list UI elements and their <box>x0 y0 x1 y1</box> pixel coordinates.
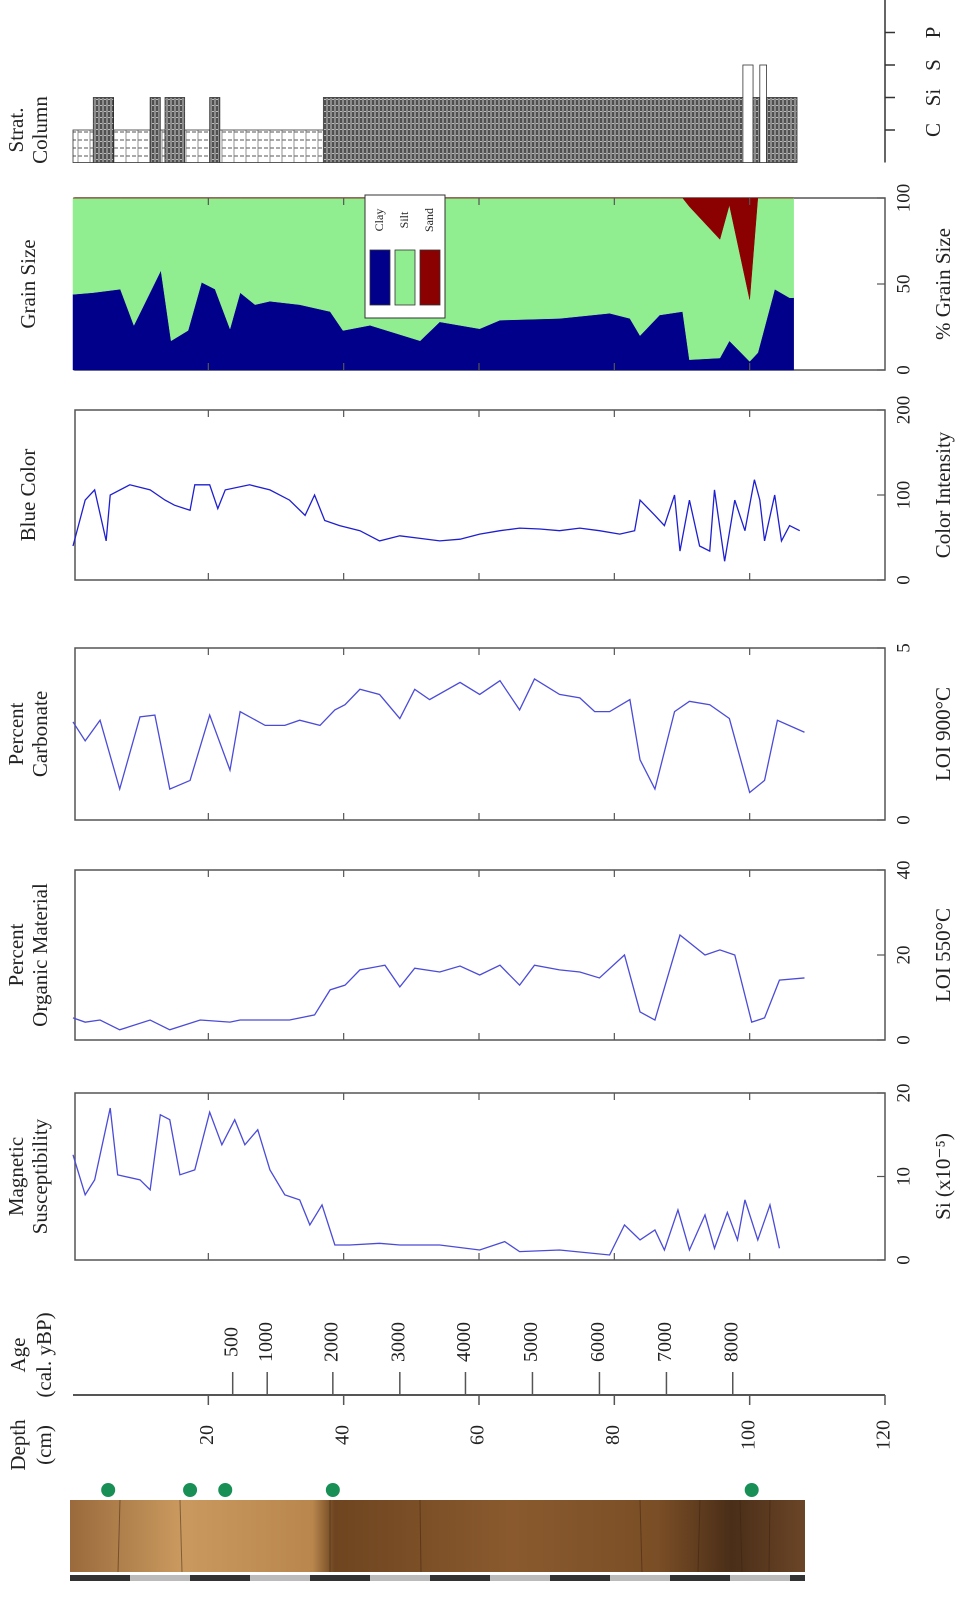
y-tick-label: 10 <box>893 1167 914 1186</box>
y-tick-label: S <box>921 59 945 71</box>
data-line <box>72 678 805 794</box>
y-tick-label: 200 <box>893 396 914 425</box>
y-axis-label: LOI 550°C <box>931 908 955 1002</box>
area-2 <box>73 197 794 300</box>
y-tick-label: 0 <box>893 1035 914 1045</box>
depth-axis-title: Depth <box>6 1419 30 1471</box>
dated-sample <box>325 1483 340 1497</box>
data-line <box>72 933 805 1031</box>
legend-label: Sand <box>422 208 436 232</box>
age-label: 3000 <box>387 1322 409 1362</box>
data-line <box>72 1107 781 1256</box>
panel-title: Strat. <box>4 108 28 153</box>
y-tick-label: 40 <box>893 861 914 880</box>
age-axis-title: Age <box>6 1338 30 1373</box>
panel-frame <box>74 1092 886 1261</box>
age-label: 4000 <box>453 1322 475 1362</box>
y-tick-label: 20 <box>893 946 914 965</box>
strat-unit <box>113 129 151 163</box>
dated-sample <box>183 1483 198 1497</box>
depth-label: 60 <box>467 1425 489 1445</box>
strat-unit <box>164 97 186 163</box>
panel-title: Organic Material <box>28 883 52 1027</box>
age-label: 5000 <box>520 1322 542 1362</box>
panel-frame <box>74 409 886 581</box>
age-label: 500 <box>220 1327 242 1357</box>
y-tick-label: Si <box>921 89 945 107</box>
legend-swatch <box>419 249 441 306</box>
panel-title: Percent <box>4 923 28 986</box>
data-line <box>72 479 801 562</box>
age-label: 7000 <box>654 1322 676 1362</box>
strat-unit <box>766 97 798 163</box>
legend-label: Silt <box>397 211 411 228</box>
panel-title: Magnetic <box>4 1137 28 1216</box>
y-tick-label: P <box>921 27 945 39</box>
strat-unit <box>92 97 115 163</box>
y-tick-label: 0 <box>893 365 914 375</box>
panel-title: Blue Color <box>16 449 40 542</box>
strat-unit <box>759 64 767 163</box>
y-tick-label: 20 <box>893 1084 914 1103</box>
y-axis-label: Color Intensity <box>931 431 955 558</box>
y-tick-label: 0 <box>893 815 914 825</box>
depth-label: 40 <box>331 1425 353 1445</box>
legend-swatch <box>369 249 391 306</box>
y-tick-label: 100 <box>893 481 914 510</box>
age-label: 1000 <box>255 1322 277 1362</box>
strat-unit <box>209 97 221 163</box>
depth-label: 80 <box>602 1425 624 1445</box>
strat-unit <box>149 97 161 163</box>
depth-label: 100 <box>737 1420 759 1450</box>
strat-unit <box>742 64 754 163</box>
y-tick-label: C <box>921 123 945 137</box>
legend-swatch <box>394 249 416 306</box>
y-axis-label: Si (x10⁻⁵) <box>931 1133 955 1220</box>
y-axis-label: LOI 900°C <box>931 687 955 781</box>
depth-label: 120 <box>873 1420 895 1450</box>
strat-unit <box>159 129 166 163</box>
strat-unit <box>219 129 324 163</box>
age-label: 2000 <box>320 1322 342 1362</box>
y-tick-label: 50 <box>893 275 914 294</box>
panel-title: Grain Size <box>16 239 40 328</box>
strat-unit <box>322 97 744 163</box>
y-tick-label: 0 <box>893 1255 914 1265</box>
strat-unit <box>752 97 761 163</box>
panel-title: Susceptibility <box>28 1118 52 1234</box>
dated-sample <box>218 1483 233 1497</box>
panel-title: Percent <box>4 702 28 765</box>
depth-label: 20 <box>196 1425 218 1445</box>
age-label: 6000 <box>587 1322 609 1362</box>
panel-title: Column <box>28 96 52 164</box>
core-laminae <box>117 1499 771 1573</box>
depth-axis-title: (cm) <box>32 1425 56 1465</box>
y-tick-label: 0 <box>893 575 914 585</box>
strat-unit <box>184 129 211 163</box>
age-label: 8000 <box>720 1322 742 1362</box>
panel-title: Carbonate <box>28 691 52 777</box>
y-axis-label: % Grain Size <box>931 228 955 340</box>
age-axis-title: (cal. yBP) <box>32 1312 56 1397</box>
strat-unit <box>72 129 94 163</box>
dated-sample <box>101 1483 116 1497</box>
dated-sample <box>744 1483 759 1497</box>
core-photo <box>70 1500 805 1572</box>
legend-label: Clay <box>372 209 386 232</box>
panel-frame <box>74 647 886 821</box>
y-tick-label: 100 <box>893 184 914 213</box>
y-tick-label: 5 <box>893 643 914 653</box>
panel-frame <box>74 869 886 1041</box>
